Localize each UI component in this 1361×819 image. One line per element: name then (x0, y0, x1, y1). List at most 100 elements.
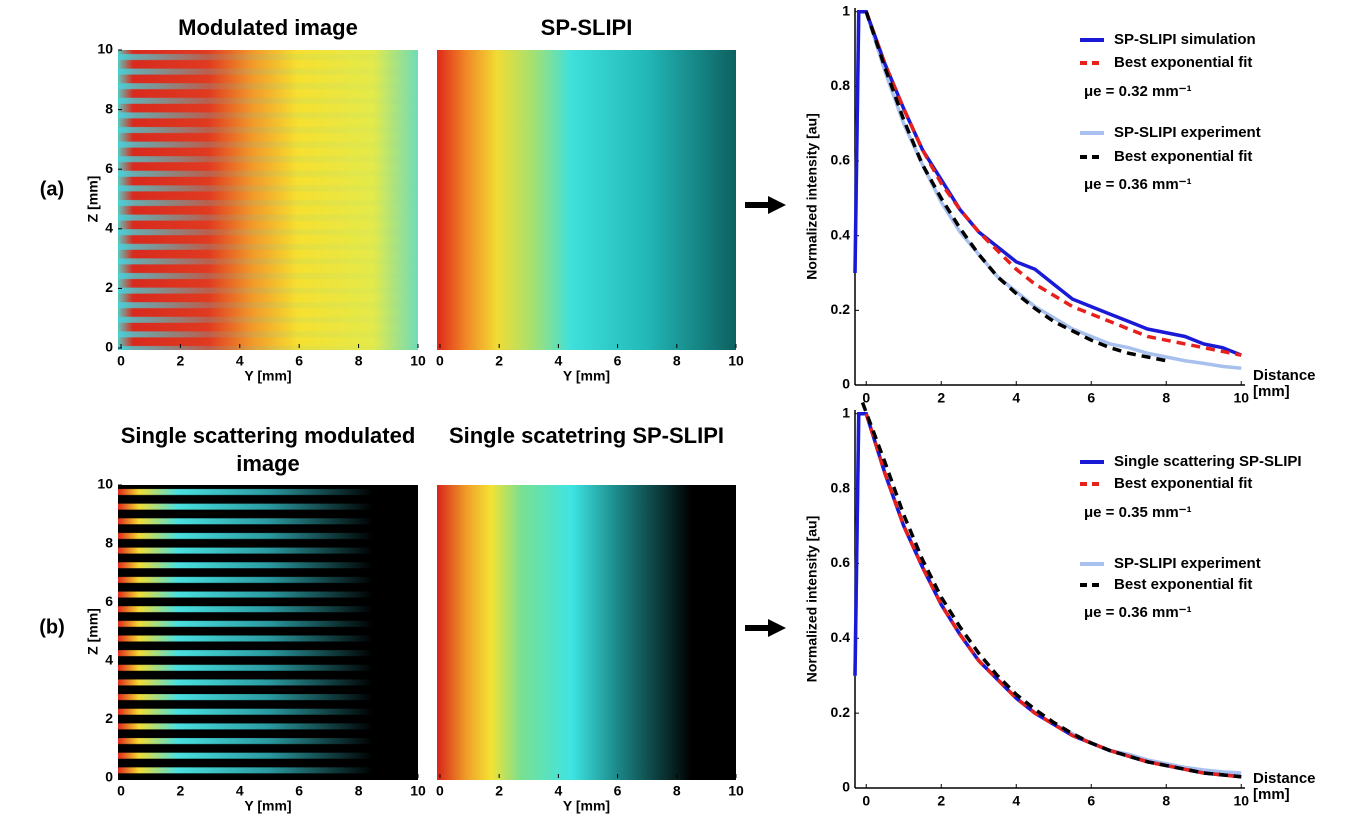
y-tick-label: 10 (97, 41, 113, 57)
x-axis-label: Y [mm] (563, 798, 610, 814)
x-tick-label: 8 (1162, 390, 1170, 406)
y-tick-label: 4 (105, 652, 113, 668)
arrow (745, 196, 786, 214)
x-tick-label: 4 (236, 353, 244, 369)
x-tick-label: 4 (236, 783, 244, 799)
y-tick-label: 2 (105, 710, 113, 726)
x-tick-label: 2 (937, 390, 945, 406)
x-tick-label: 8 (355, 783, 363, 799)
y-tick-label: 0.6 (831, 152, 851, 168)
x-tick-label: 6 (1087, 793, 1095, 809)
y-tick-label: 0 (105, 769, 113, 785)
x-tick-label: 2 (495, 783, 503, 799)
annotation: μe = 0.35 mm⁻¹ (1084, 504, 1192, 521)
line-series (864, 11, 1242, 357)
x-tick-label: 10 (728, 783, 744, 799)
x-tick-label: 6 (295, 353, 303, 369)
line-series (853, 9, 1242, 357)
y-axis-label: Z [mm] (85, 176, 101, 223)
x-tick-label: 8 (673, 783, 681, 799)
image (437, 485, 736, 780)
y-axis-label: Normalized intensity [au] (804, 113, 820, 279)
x-tick-label: 10 (410, 353, 426, 369)
x-tick-label: 2 (937, 793, 945, 809)
y-tick-label: 0 (842, 779, 850, 795)
x-tick-label: 8 (1162, 793, 1170, 809)
x-tick-label: 2 (495, 353, 503, 369)
y-tick-label: 8 (105, 534, 113, 550)
legend-label: Single scattering SP-SLIPI (1114, 453, 1302, 470)
legend-label: Best exponential fit (1114, 54, 1252, 71)
y-tick-label: 8 (105, 100, 113, 116)
y-tick-label: 0.2 (831, 301, 851, 317)
y-tick-label: 0 (105, 339, 113, 355)
x-tick-label: 0 (117, 783, 125, 799)
annotation: μe = 0.36 mm⁻¹ (1084, 176, 1192, 193)
x-tick-label: 0 (436, 783, 444, 799)
x-tick-label: 4 (1012, 793, 1020, 809)
arrow (745, 619, 786, 637)
x-tick-label: 2 (176, 783, 184, 799)
x-tick-label: 0 (117, 353, 125, 369)
x-axis-label: Distance [mm] (1253, 770, 1316, 803)
y-tick-label: 0.2 (831, 704, 851, 720)
y-tick-label: 1 (842, 2, 850, 18)
y-tick-label: 6 (105, 593, 113, 609)
x-tick-label: 4 (1012, 390, 1020, 406)
x-tick-label: 4 (554, 353, 562, 369)
annotation: μe = 0.36 mm⁻¹ (1084, 604, 1192, 621)
y-tick-label: 2 (105, 279, 113, 295)
x-axis-label: Y [mm] (244, 798, 291, 814)
x-tick-label: 8 (355, 353, 363, 369)
y-tick-label: 1 (842, 404, 850, 420)
x-tick-label: 0 (862, 793, 870, 809)
annotation: μe = 0.32 mm⁻¹ (1084, 83, 1192, 100)
x-tick-label: 0 (436, 353, 444, 369)
x-tick-label: 4 (554, 783, 562, 799)
x-tick-label: 6 (1087, 390, 1095, 406)
panel-label: (b) (39, 616, 65, 638)
x-tick-label: 10 (1233, 390, 1249, 406)
y-tick-label: 4 (105, 220, 113, 236)
y-tick-label: 6 (105, 160, 113, 176)
y-tick-label: 0.6 (831, 554, 851, 570)
legend-label: SP-SLIPI experiment (1114, 555, 1261, 572)
x-tick-label: 0 (862, 390, 870, 406)
x-tick-label: 10 (728, 353, 744, 369)
chart-title: Single scattering modulated image (120, 423, 416, 476)
y-tick-label: 0.8 (831, 77, 851, 93)
line-series (864, 11, 1167, 363)
x-tick-label: 6 (614, 783, 622, 799)
image (437, 50, 736, 350)
y-axis-label: Z [mm] (85, 608, 101, 655)
x-tick-label: 2 (176, 353, 184, 369)
legend-label: Best exponential fit (1114, 148, 1252, 165)
panel-label: (a) (40, 178, 64, 200)
legend-label: SP-SLIPI simulation (1114, 31, 1256, 48)
y-tick-label: 10 (97, 476, 113, 492)
x-tick-label: 6 (614, 353, 622, 369)
image-stripes (118, 50, 418, 350)
chart-title: Modulated image (178, 15, 358, 40)
y-axis-label: Normalized intensity [au] (804, 516, 820, 682)
y-tick-label: 0.8 (831, 479, 851, 495)
image-stripes (118, 485, 418, 780)
x-axis-label: Y [mm] (563, 368, 610, 384)
x-axis-label: Y [mm] (244, 368, 291, 384)
chart-title: Single scatetring SP-SLIPI (448, 423, 725, 448)
legend-label: SP-SLIPI experiment (1114, 124, 1261, 141)
y-tick-label: 0 (842, 376, 850, 392)
legend-label: Best exponential fit (1114, 576, 1252, 593)
y-tick-label: 0.4 (831, 226, 851, 242)
x-tick-label: 10 (410, 783, 426, 799)
x-tick-label: 6 (295, 783, 303, 799)
line-series (860, 401, 1242, 779)
chart-title: SP-SLIPI (540, 15, 633, 40)
x-tick-label: 10 (1233, 793, 1249, 809)
x-axis-label: Distance [mm] (1253, 367, 1316, 400)
legend-label: Best exponential fit (1114, 475, 1252, 492)
x-tick-label: 8 (673, 353, 681, 369)
y-tick-label: 0.4 (831, 629, 851, 645)
